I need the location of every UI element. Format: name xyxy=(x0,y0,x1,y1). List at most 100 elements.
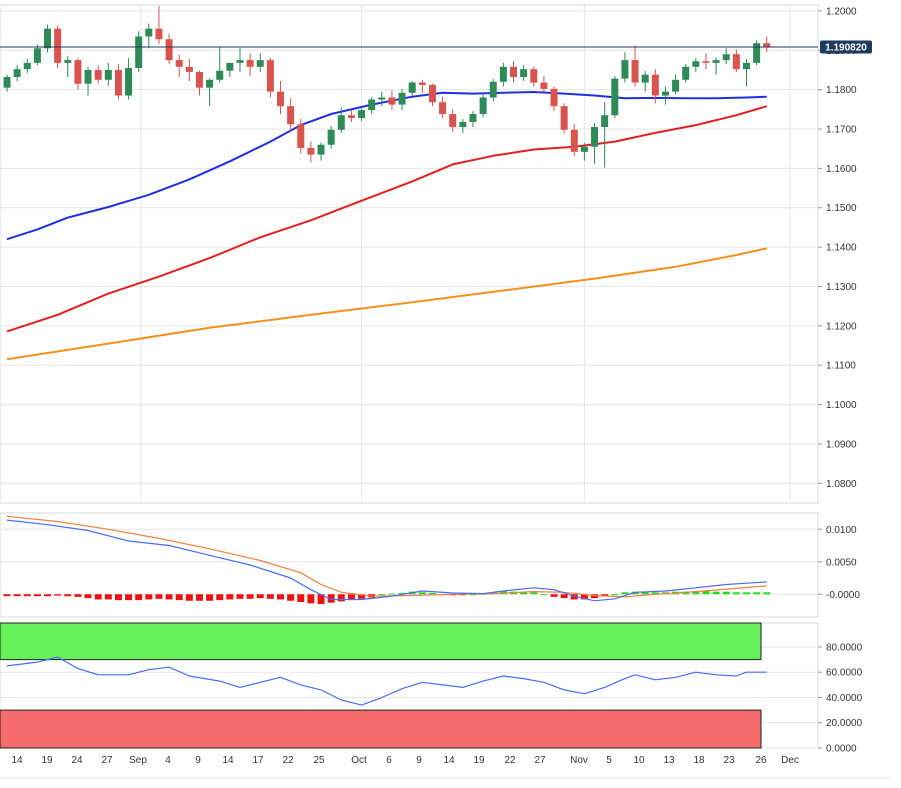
date-tick-label: Dec xyxy=(781,755,799,766)
candle-body xyxy=(550,88,558,107)
rsi-panel: 80.0000 60.0000 40.0000 20.0000 0.0000 xyxy=(0,622,863,755)
macd-histogram-bar xyxy=(195,594,203,601)
rsi-line xyxy=(6,656,767,706)
candle-body xyxy=(439,102,447,115)
date-tick-label: 14 xyxy=(443,755,455,766)
macd-histogram-bar xyxy=(155,594,163,599)
macd-histogram-bar xyxy=(540,594,548,596)
rsi-tick-label: 20.0000 xyxy=(826,718,863,729)
candle-body xyxy=(530,69,538,83)
macd-histogram-bar xyxy=(550,594,558,597)
candle-body xyxy=(611,78,619,116)
candle-body xyxy=(317,144,325,155)
candle-body xyxy=(672,79,680,92)
candle-body xyxy=(580,146,588,152)
candlesticks xyxy=(3,6,771,168)
date-tick-label: 9 xyxy=(416,755,422,766)
candle-body xyxy=(185,66,193,72)
price-tick-label: 1.0800 xyxy=(826,479,857,490)
date-tick-label: 5 xyxy=(606,755,612,766)
macd-tick-label: 0.0050 xyxy=(826,557,857,568)
date-tick-label: 14 xyxy=(222,755,234,766)
date-tick-label: 27 xyxy=(101,755,113,766)
date-tick-label: 10 xyxy=(633,755,645,766)
price-tick-label: 1.2000 xyxy=(826,6,857,17)
macd-histogram-bar xyxy=(266,594,274,599)
date-tick-label: 17 xyxy=(252,755,264,766)
price-panel-frame xyxy=(0,4,819,504)
macd-histogram-bar xyxy=(580,594,588,600)
macd-histogram-bar xyxy=(520,591,528,595)
rsi-oversold-zone xyxy=(0,709,762,749)
macd-histogram-bar xyxy=(358,594,366,599)
price-tick-label: 1.1400 xyxy=(826,243,857,254)
macd-histogram-bar xyxy=(297,594,305,603)
candle-body xyxy=(651,74,659,96)
macd-histogram-bar xyxy=(621,592,629,595)
candle-body xyxy=(3,77,11,88)
price-tick-label: 1.1500 xyxy=(826,203,857,214)
macd-histogram-bar xyxy=(601,594,609,597)
candle-body xyxy=(33,48,41,63)
candle-body xyxy=(226,62,234,71)
candle-body xyxy=(408,82,416,93)
macd-histogram-bar xyxy=(114,594,122,601)
macd-histogram-bar xyxy=(13,594,21,597)
candle-body xyxy=(165,39,173,61)
macd-histogram-bar xyxy=(206,594,214,601)
date-tick-label: Oct xyxy=(351,755,367,766)
macd-histogram-bar xyxy=(763,592,771,595)
candle-body xyxy=(722,54,730,61)
date-tick-label: Nov xyxy=(570,755,588,766)
macd-histogram-bar xyxy=(327,594,335,603)
date-tick-label: 24 xyxy=(71,755,83,766)
macd-histogram-bar xyxy=(44,594,52,597)
macd-histogram-bar xyxy=(722,591,730,595)
macd-histogram-bar xyxy=(702,591,710,595)
macd-histogram-bar xyxy=(641,591,649,595)
macd-histogram xyxy=(3,591,771,604)
date-tick-label: 14 xyxy=(11,755,23,766)
candle-body xyxy=(206,79,214,88)
candle-body xyxy=(327,129,335,145)
date-tick-label: 25 xyxy=(313,755,325,766)
candle-body xyxy=(418,82,426,85)
date-tick-label: 6 xyxy=(386,755,392,766)
macd-histogram-bar xyxy=(611,594,619,596)
macd-line xyxy=(6,519,767,602)
macd-histogram-bar xyxy=(742,592,750,595)
candle-body xyxy=(631,60,639,83)
date-tick-label: 23 xyxy=(723,755,735,766)
date-tick-label: 19 xyxy=(41,755,53,766)
macd-histogram-bar xyxy=(378,594,386,596)
candle-body xyxy=(601,115,609,128)
macd-histogram-bar xyxy=(418,592,426,595)
macd-histogram-bar xyxy=(570,594,578,600)
candle-body xyxy=(428,84,436,103)
candle-body xyxy=(763,43,771,48)
date-tick-label: 22 xyxy=(504,755,516,766)
candle-body xyxy=(692,61,700,67)
macd-histogram-bar xyxy=(23,594,31,597)
candle-body xyxy=(266,60,274,92)
date-tick-label: 22 xyxy=(282,755,294,766)
macd-histogram-bar xyxy=(54,594,62,596)
macd-histogram-bar xyxy=(135,594,143,601)
macd-histogram-bar xyxy=(317,594,325,604)
candle-body xyxy=(277,91,285,107)
macd-histogram-bar xyxy=(94,594,102,600)
macd-histogram-bar xyxy=(236,594,244,599)
macd-histogram-bar xyxy=(307,594,315,604)
macd-histogram-bar xyxy=(125,594,133,601)
macd-panel: 0.0100 0.0050 -0.0000 xyxy=(0,512,860,618)
macd-histogram-bar xyxy=(732,592,740,595)
macd-histogram-bar xyxy=(560,594,568,599)
candle-body xyxy=(398,92,406,105)
price-panel: 1.20001.19001.18001.17001.16001.15001.14… xyxy=(0,4,872,748)
date-tick-label: Sep xyxy=(129,755,147,766)
rsi-line-path xyxy=(6,656,767,706)
candle-body xyxy=(388,97,396,105)
macd-histogram-bar xyxy=(347,594,355,601)
macd-histogram-bar xyxy=(337,594,345,602)
